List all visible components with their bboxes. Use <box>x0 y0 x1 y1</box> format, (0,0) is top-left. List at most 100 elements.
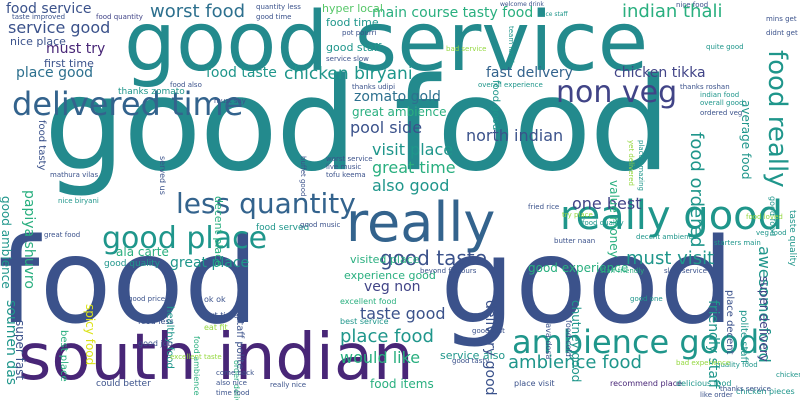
word-also-nice: also nice <box>216 379 247 387</box>
word-really-good: really good <box>560 193 784 239</box>
word-indian-food: indian food <box>700 91 740 99</box>
word-thanks-zomato: thanks zomato <box>118 87 185 97</box>
word-food-service: food service <box>6 1 92 17</box>
word-must-try: must try <box>46 41 106 57</box>
word-visited-place: visited place <box>350 253 420 266</box>
word-great-food: great food <box>44 231 81 239</box>
word-tofu-keema: tofu keema <box>326 171 366 179</box>
word-good-music: good music <box>300 221 341 229</box>
word-good-fast: good fast <box>472 327 505 335</box>
word-thanks-udipi: thanks udipi <box>352 83 396 91</box>
word-nice-place: nice place <box>10 35 66 48</box>
word-ambience-good: ambience good <box>512 323 760 361</box>
word-place-visit: place visit <box>514 379 555 388</box>
word-main-course: main course tasty food <box>372 5 534 21</box>
word-starters-main: starters main <box>714 239 761 247</box>
word-place-decent: place decent <box>724 290 735 355</box>
word-welcome-drink: welcome drink <box>500 1 544 8</box>
word-visit-place: visit place <box>372 140 454 159</box>
word-recommend-place: recommend place <box>610 379 683 388</box>
word-really-nice: really nice <box>270 381 307 389</box>
word-super-delivery: super delivery <box>757 276 771 362</box>
word-good-time: good time <box>256 13 292 21</box>
word-mathura-vilas: mathura vilas <box>50 171 99 179</box>
word-best-place: best place <box>58 330 69 382</box>
word-try-place: try place <box>562 211 593 219</box>
word-great-place: great place <box>170 255 250 271</box>
word-food-time: food time <box>326 16 379 29</box>
word-next-time: next time <box>200 311 239 320</box>
word-food: food <box>0 212 259 350</box>
word-zomato-gold: zomato gold <box>354 89 441 105</box>
word-food-taste: food taste <box>206 65 277 81</box>
word-food-served: food served <box>256 223 310 233</box>
word-butter-naan: butter naan <box>554 237 596 245</box>
word-food-quality: food quality <box>582 219 624 227</box>
word-slow-service: slow service <box>664 267 707 275</box>
word-rava-dosa: rava dosa <box>544 320 553 360</box>
word-polite-staff: polite staff <box>738 310 749 364</box>
word-worst-service: worst service <box>326 155 373 163</box>
word-must-say: must say <box>214 97 246 105</box>
word-indian-thali: indian thali <box>622 1 723 22</box>
word-good-price: good price <box>128 295 166 303</box>
word-team-lunch: team lunch <box>507 26 515 66</box>
word-good-tasty: good tasty <box>452 357 490 365</box>
word-decent-ambience: decent ambience <box>636 233 697 241</box>
word-food-items: food items <box>370 377 434 391</box>
word-quantity-less: quantity less <box>256 3 301 11</box>
word-bad-service: bad service <box>446 45 487 53</box>
word-nice-food: nice food <box>676 1 709 9</box>
word-friendly-staff: friendly staff <box>705 300 721 389</box>
word-pool-side: pool side <box>350 118 423 137</box>
word-chicken-fry: chicken fry <box>776 371 800 379</box>
word-ambience-food: ambience food <box>508 352 642 373</box>
word-staff-friendly: staff friendly <box>600 267 645 275</box>
word-great-ambience: great ambience <box>352 105 447 119</box>
word-ok-ok: ok ok <box>204 295 226 304</box>
word-one-best: one best <box>572 194 642 213</box>
word-good-one: good one <box>630 295 663 303</box>
word-thanks-roshan: thanks roshan <box>680 83 730 91</box>
word-spicy-food: spicy food <box>83 304 97 366</box>
word-pot-pourri: pot pourri <box>342 29 377 37</box>
word-come-back: come back <box>216 369 255 377</box>
word-place-amazing: place amazing <box>637 140 645 191</box>
word-would-like: would like <box>340 348 421 367</box>
word-overall-experience: overall experience <box>478 81 543 89</box>
word-less-quantity: less quantity <box>176 187 356 220</box>
word-didnt-get: didnt get <box>766 29 798 37</box>
word-quality-food: quality food <box>716 361 758 369</box>
word-food-quantity: food quantity <box>96 13 143 21</box>
word-worst-food: worst food <box>150 1 246 22</box>
word-nice-biryani: nice biryani <box>58 197 99 205</box>
word-buffet-good: buffet good <box>299 156 307 197</box>
word-taste-improved: taste improved <box>12 13 66 21</box>
word-hyper-local: hyper local <box>322 2 383 15</box>
word-quite-good: quite good <box>706 43 744 51</box>
word-served-us: served us <box>158 156 167 195</box>
word-overall-good: overall good <box>700 99 744 107</box>
word-first-time: first time <box>44 57 94 70</box>
word-fried-rice: fried rice <box>528 203 560 211</box>
word-time-food: time food <box>216 389 250 397</box>
word-bad-experience: bad experience <box>676 359 731 367</box>
word-place-good: place good <box>16 65 94 81</box>
word-super-fast: super fast <box>13 320 27 381</box>
word-good-service: good service <box>124 0 649 90</box>
word-good-taste: good taste <box>380 246 487 270</box>
word-good-staff: good staff <box>326 41 382 54</box>
word-taste-good: taste good <box>360 304 446 323</box>
word-veg-food: veg food <box>756 229 787 237</box>
word-ordered-veg: ordered veg <box>700 109 743 117</box>
word-thanks-service: thanks service <box>720 385 771 393</box>
word-good-quality: good quality <box>104 259 161 269</box>
word-delivery-good: delivery good <box>482 300 498 396</box>
word-fast-delivery: fast delivery <box>486 65 573 81</box>
word-excellent-food: excellent food <box>340 297 397 306</box>
word-food-also: food also <box>170 81 202 89</box>
word-service-also: service also <box>440 349 506 362</box>
word-veg-non: veg non <box>364 279 421 295</box>
word-really: really <box>346 191 496 254</box>
